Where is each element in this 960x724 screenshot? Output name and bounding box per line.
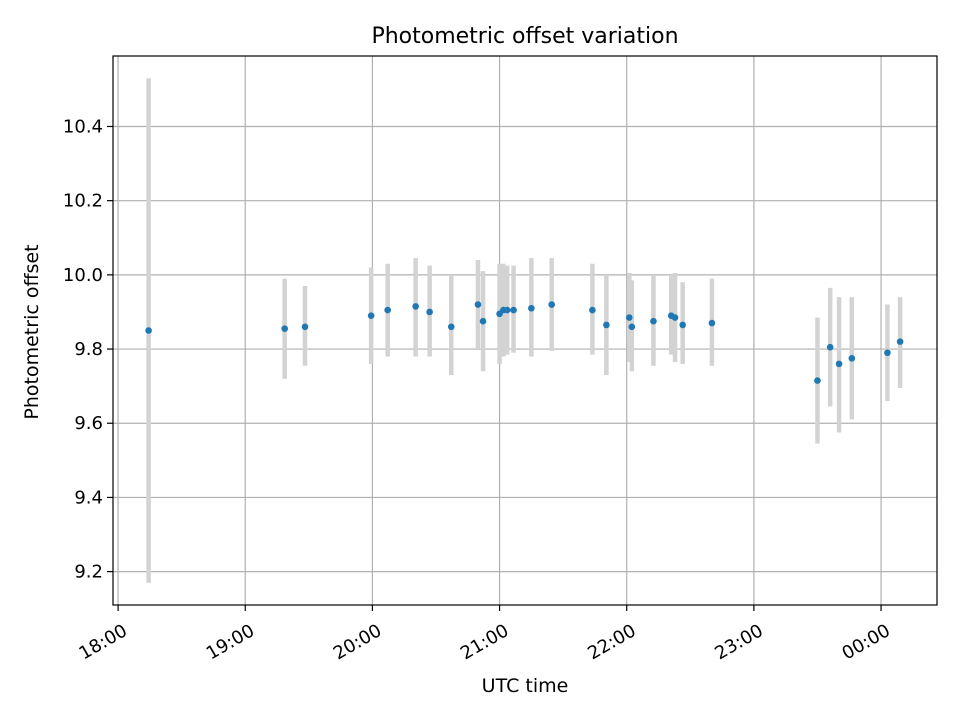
data-point	[412, 303, 419, 310]
y-tick-label: 9.8	[74, 339, 103, 360]
y-axis-ticks: 9.2 9.4 9.6 9.8 10.0 10.2 10.4	[63, 116, 113, 583]
y-tick-label: 9.2	[74, 562, 103, 583]
data-point	[503, 306, 511, 314]
data-point	[650, 317, 657, 325]
data-points	[145, 301, 904, 384]
data-point	[589, 306, 596, 314]
x-axis-label: UTC time	[482, 675, 569, 697]
data-point	[603, 321, 610, 329]
y-tick-label: 10.2	[63, 191, 103, 212]
data-point	[814, 377, 821, 384]
data-point	[474, 301, 482, 308]
data-point	[281, 325, 288, 332]
data-point	[548, 301, 556, 308]
data-point	[510, 306, 517, 314]
data-point	[884, 349, 891, 357]
chart-title: Photometric offset variation	[371, 24, 678, 49]
data-point	[301, 323, 309, 331]
data-point	[479, 317, 487, 325]
data-point	[708, 319, 716, 327]
data-point	[835, 360, 843, 368]
data-point	[367, 312, 375, 319]
data-point	[848, 355, 856, 362]
plot-frame	[112, 55, 938, 606]
data-point	[671, 314, 679, 321]
data-point	[145, 327, 152, 334]
y-tick-label: 9.4	[74, 487, 103, 508]
data-point	[679, 321, 686, 329]
y-tick-label: 10.0	[63, 265, 103, 286]
data-point	[426, 308, 433, 316]
data-point	[384, 306, 391, 314]
data-point	[628, 323, 636, 331]
data-point	[826, 343, 834, 351]
data-point	[625, 314, 633, 321]
y-tick-label: 10.4	[63, 116, 103, 137]
y-axis-label: Photometric offset	[21, 244, 43, 419]
data-point	[528, 304, 535, 312]
data-point	[896, 338, 904, 345]
y-tick-label: 9.6	[74, 413, 103, 434]
data-point	[447, 323, 455, 331]
